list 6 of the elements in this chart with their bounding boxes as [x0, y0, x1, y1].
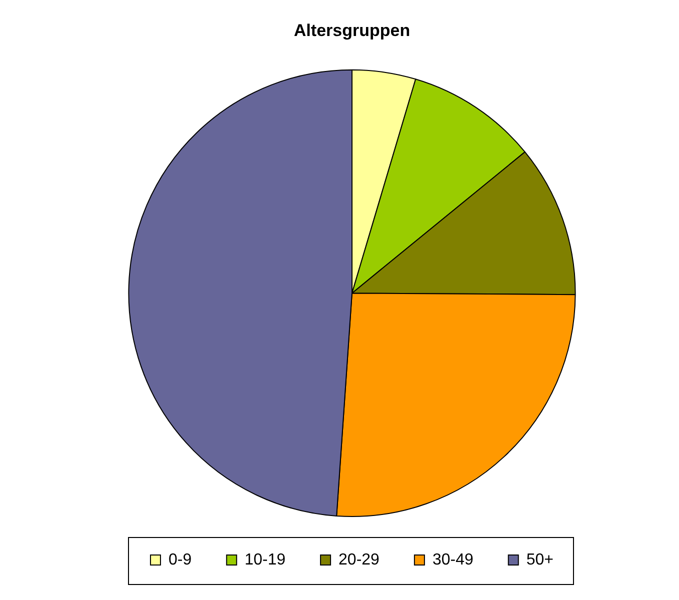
- legend-label: 50+: [526, 551, 554, 568]
- legend-label: 30-49: [432, 551, 474, 568]
- legend-label: 20-29: [338, 551, 380, 568]
- chart-title: Altersgruppen: [294, 20, 410, 40]
- legend-label: 10-19: [244, 551, 286, 568]
- legend-label: 0-9: [168, 551, 192, 568]
